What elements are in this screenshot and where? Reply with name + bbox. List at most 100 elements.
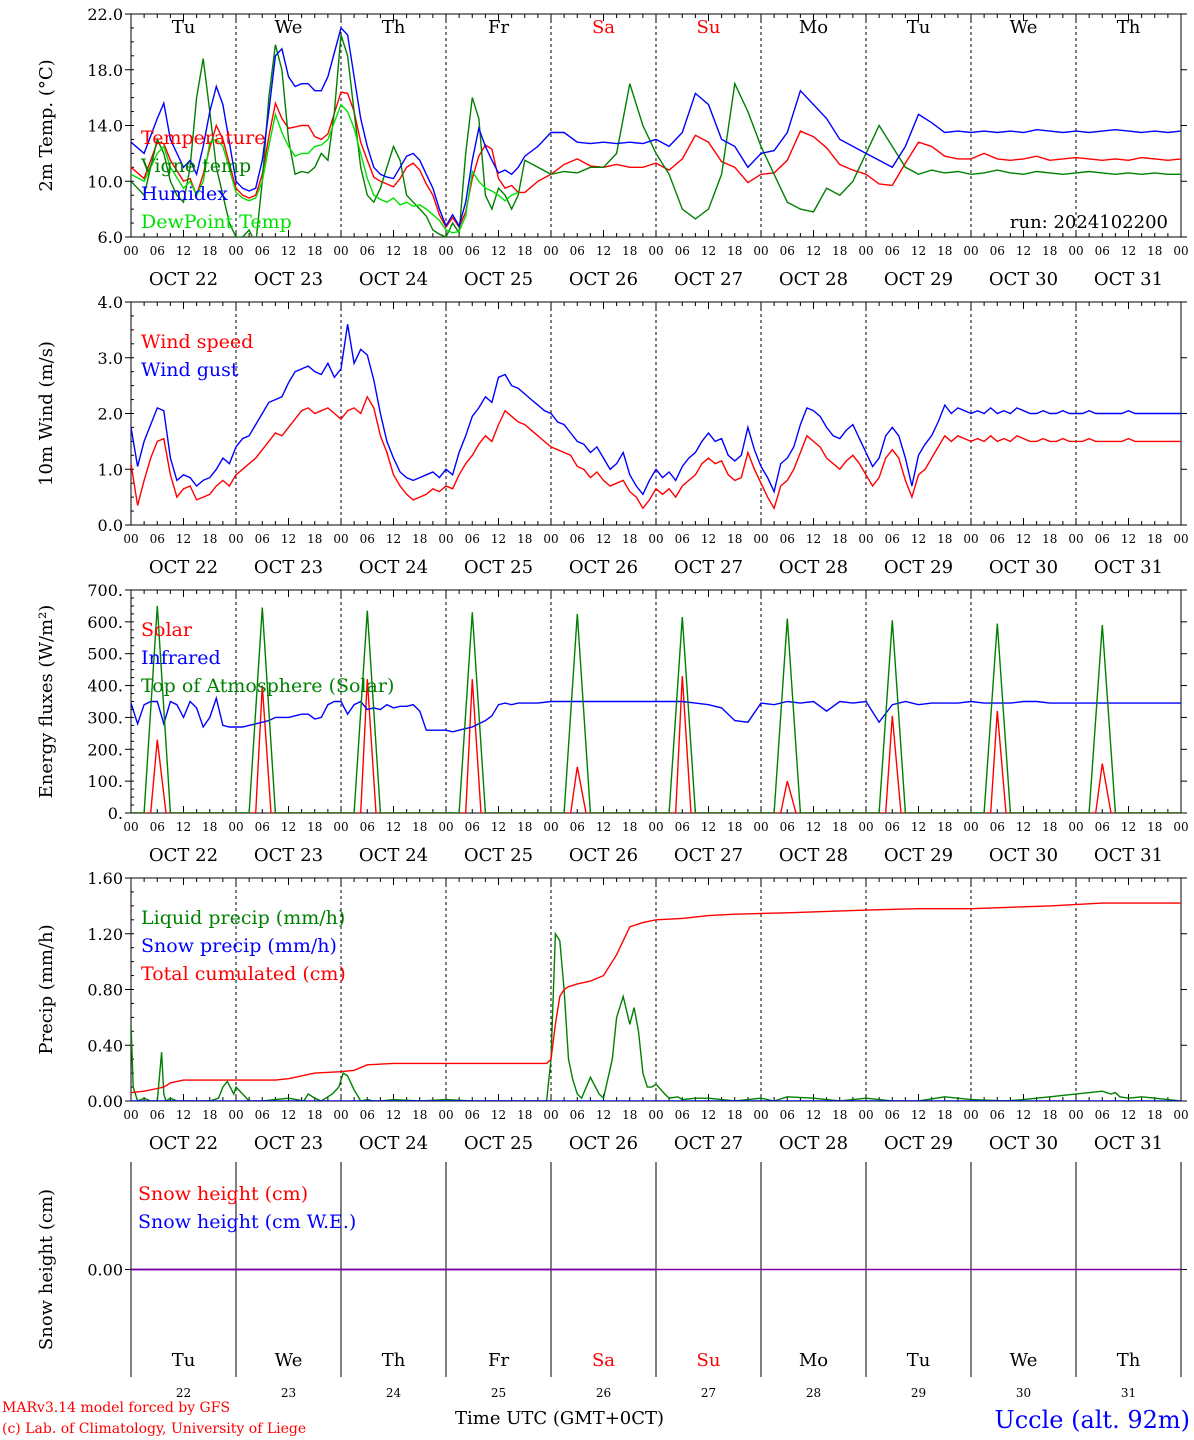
hour-tick-label: 18 xyxy=(1042,1108,1057,1122)
hour-tick-label: 06 xyxy=(465,244,480,258)
y-tick-label: 0.00 xyxy=(87,1092,123,1111)
legend-entry: Infrared xyxy=(141,647,221,669)
hour-tick-label: 12 xyxy=(701,532,716,546)
hour-tick-label: 06 xyxy=(885,820,900,834)
footer-model-text: MARv3.14 model forced by GFS xyxy=(2,1400,230,1416)
hour-tick-label: 00 xyxy=(648,532,663,546)
hour-tick-label: 00 xyxy=(963,244,978,258)
series-line-total-cumulated-cm- xyxy=(131,902,1181,1094)
hour-tick-label: 12 xyxy=(1016,244,1031,258)
weekday-label: Mo xyxy=(799,17,828,38)
hour-tick-label: 18 xyxy=(622,820,637,834)
day-number-label: 28 xyxy=(806,1386,821,1400)
hour-tick-label: 18 xyxy=(517,532,532,546)
hour-tick-label: 06 xyxy=(360,244,375,258)
series-line-top-of-atmosphere-solar- xyxy=(131,605,1181,813)
date-label: OCT 23 xyxy=(254,845,323,866)
hour-tick-label: 12 xyxy=(281,244,296,258)
date-label: OCT 24 xyxy=(359,269,428,290)
hour-tick-label: 18 xyxy=(1147,820,1162,834)
hour-tick-label: 18 xyxy=(937,820,952,834)
hour-tick-label: 18 xyxy=(412,532,427,546)
weekday-label: Th xyxy=(1117,17,1141,38)
hour-tick-label: 12 xyxy=(1121,532,1136,546)
weekday-label: Fr xyxy=(488,1350,509,1371)
series-line-solar xyxy=(131,675,1181,813)
y-tick-label: 0. xyxy=(108,804,123,823)
y-axis-label: Snow height (cm) xyxy=(36,1189,57,1350)
weekday-label: Tu xyxy=(907,1350,931,1371)
legend-entry: Wind speed xyxy=(141,331,253,353)
y-tick-label: 0.0 xyxy=(98,516,123,535)
hour-tick-label: 18 xyxy=(1042,820,1057,834)
hour-tick-label: 00 xyxy=(648,1108,663,1122)
hour-tick-label: 00 xyxy=(228,244,243,258)
hour-tick-label: 06 xyxy=(570,244,585,258)
y-tick-label: 2.0 xyxy=(98,405,123,424)
hour-tick-label: 12 xyxy=(176,244,191,258)
date-label: OCT 29 xyxy=(884,557,953,578)
day-number-label: 30 xyxy=(1016,1386,1031,1400)
hour-tick-label: 18 xyxy=(727,1108,742,1122)
hour-tick-label: 18 xyxy=(307,1108,322,1122)
hour-tick-label: 12 xyxy=(1016,532,1031,546)
hour-tick-label: 00 xyxy=(123,820,138,834)
hour-tick-label: 06 xyxy=(150,820,165,834)
date-label: OCT 26 xyxy=(569,269,638,290)
hour-tick-label: 12 xyxy=(491,532,506,546)
hour-tick-label: 12 xyxy=(1016,820,1031,834)
hour-tick-label: 18 xyxy=(1147,244,1162,258)
series-line-wind-gust xyxy=(131,324,1181,496)
hour-tick-label: 12 xyxy=(806,244,821,258)
date-label: OCT 26 xyxy=(569,845,638,866)
hour-tick-label: 18 xyxy=(832,820,847,834)
legend-entry: Temperature xyxy=(141,127,265,149)
hour-tick-label: 12 xyxy=(806,532,821,546)
y-tick-label: 22.0 xyxy=(87,5,123,24)
hour-tick-label: 00 xyxy=(543,1108,558,1122)
date-label: OCT 24 xyxy=(359,1133,428,1154)
hour-tick-label: 12 xyxy=(176,820,191,834)
series-line-infrared xyxy=(131,695,1181,733)
y-tick-label: 10.0 xyxy=(87,172,123,191)
hour-tick-label: 06 xyxy=(255,1108,270,1122)
y-axis-label: Precip (mm/h) xyxy=(36,924,57,1054)
hour-tick-label: 00 xyxy=(228,532,243,546)
legend-entry: Top of Atmosphere (Solar) xyxy=(141,675,394,697)
y-axis-label: Energy fluxes (W/m²) xyxy=(36,605,57,799)
hour-tick-label: 06 xyxy=(780,820,795,834)
hour-tick-label: 00 xyxy=(333,244,348,258)
series-line-temperature xyxy=(131,91,1181,229)
hour-tick-label: 18 xyxy=(727,820,742,834)
hour-tick-label: 06 xyxy=(255,532,270,546)
weekday-label: Sa xyxy=(592,1350,615,1371)
hour-tick-label: 18 xyxy=(622,532,637,546)
date-label: OCT 27 xyxy=(674,557,743,578)
date-label: OCT 27 xyxy=(674,269,743,290)
date-label: OCT 22 xyxy=(149,557,218,578)
hour-tick-label: 00 xyxy=(228,1108,243,1122)
hour-tick-label: 12 xyxy=(491,820,506,834)
hour-tick-label: 00 xyxy=(858,1108,873,1122)
hour-tick-label: 12 xyxy=(491,244,506,258)
weekday-label: We xyxy=(275,17,303,38)
panel-5: 0.00 Snow height (cm) Tu We Th Fr Sa Su Mo Tu We Th… xyxy=(36,1162,1187,1400)
hour-tick-label: 06 xyxy=(255,244,270,258)
hour-tick-label: 00 xyxy=(438,820,453,834)
hour-tick-label: 12 xyxy=(911,244,926,258)
panel-3: 00 06 12 18 00 06 12 18 00 06 12 18 00 06 12 18 00 06 12 18… xyxy=(36,581,1189,866)
hour-tick-label: 06 xyxy=(1095,820,1110,834)
hour-tick-label: 00 xyxy=(123,244,138,258)
hour-tick-label: 12 xyxy=(806,1108,821,1122)
series-line-wind-speed xyxy=(131,395,1181,511)
hour-tick-label: 00 xyxy=(333,532,348,546)
hour-tick-label: 12 xyxy=(1121,820,1136,834)
weekday-label: Th xyxy=(382,1350,406,1371)
hour-tick-label: 06 xyxy=(990,820,1005,834)
y-tick-label: 300. xyxy=(87,708,123,727)
weekday-label: We xyxy=(1010,17,1038,38)
hour-tick-label: 12 xyxy=(701,1108,716,1122)
hour-tick-label: 00 xyxy=(123,1108,138,1122)
hour-tick-label: 18 xyxy=(517,244,532,258)
y-axis-label: 10m Wind (m/s) xyxy=(36,341,57,486)
